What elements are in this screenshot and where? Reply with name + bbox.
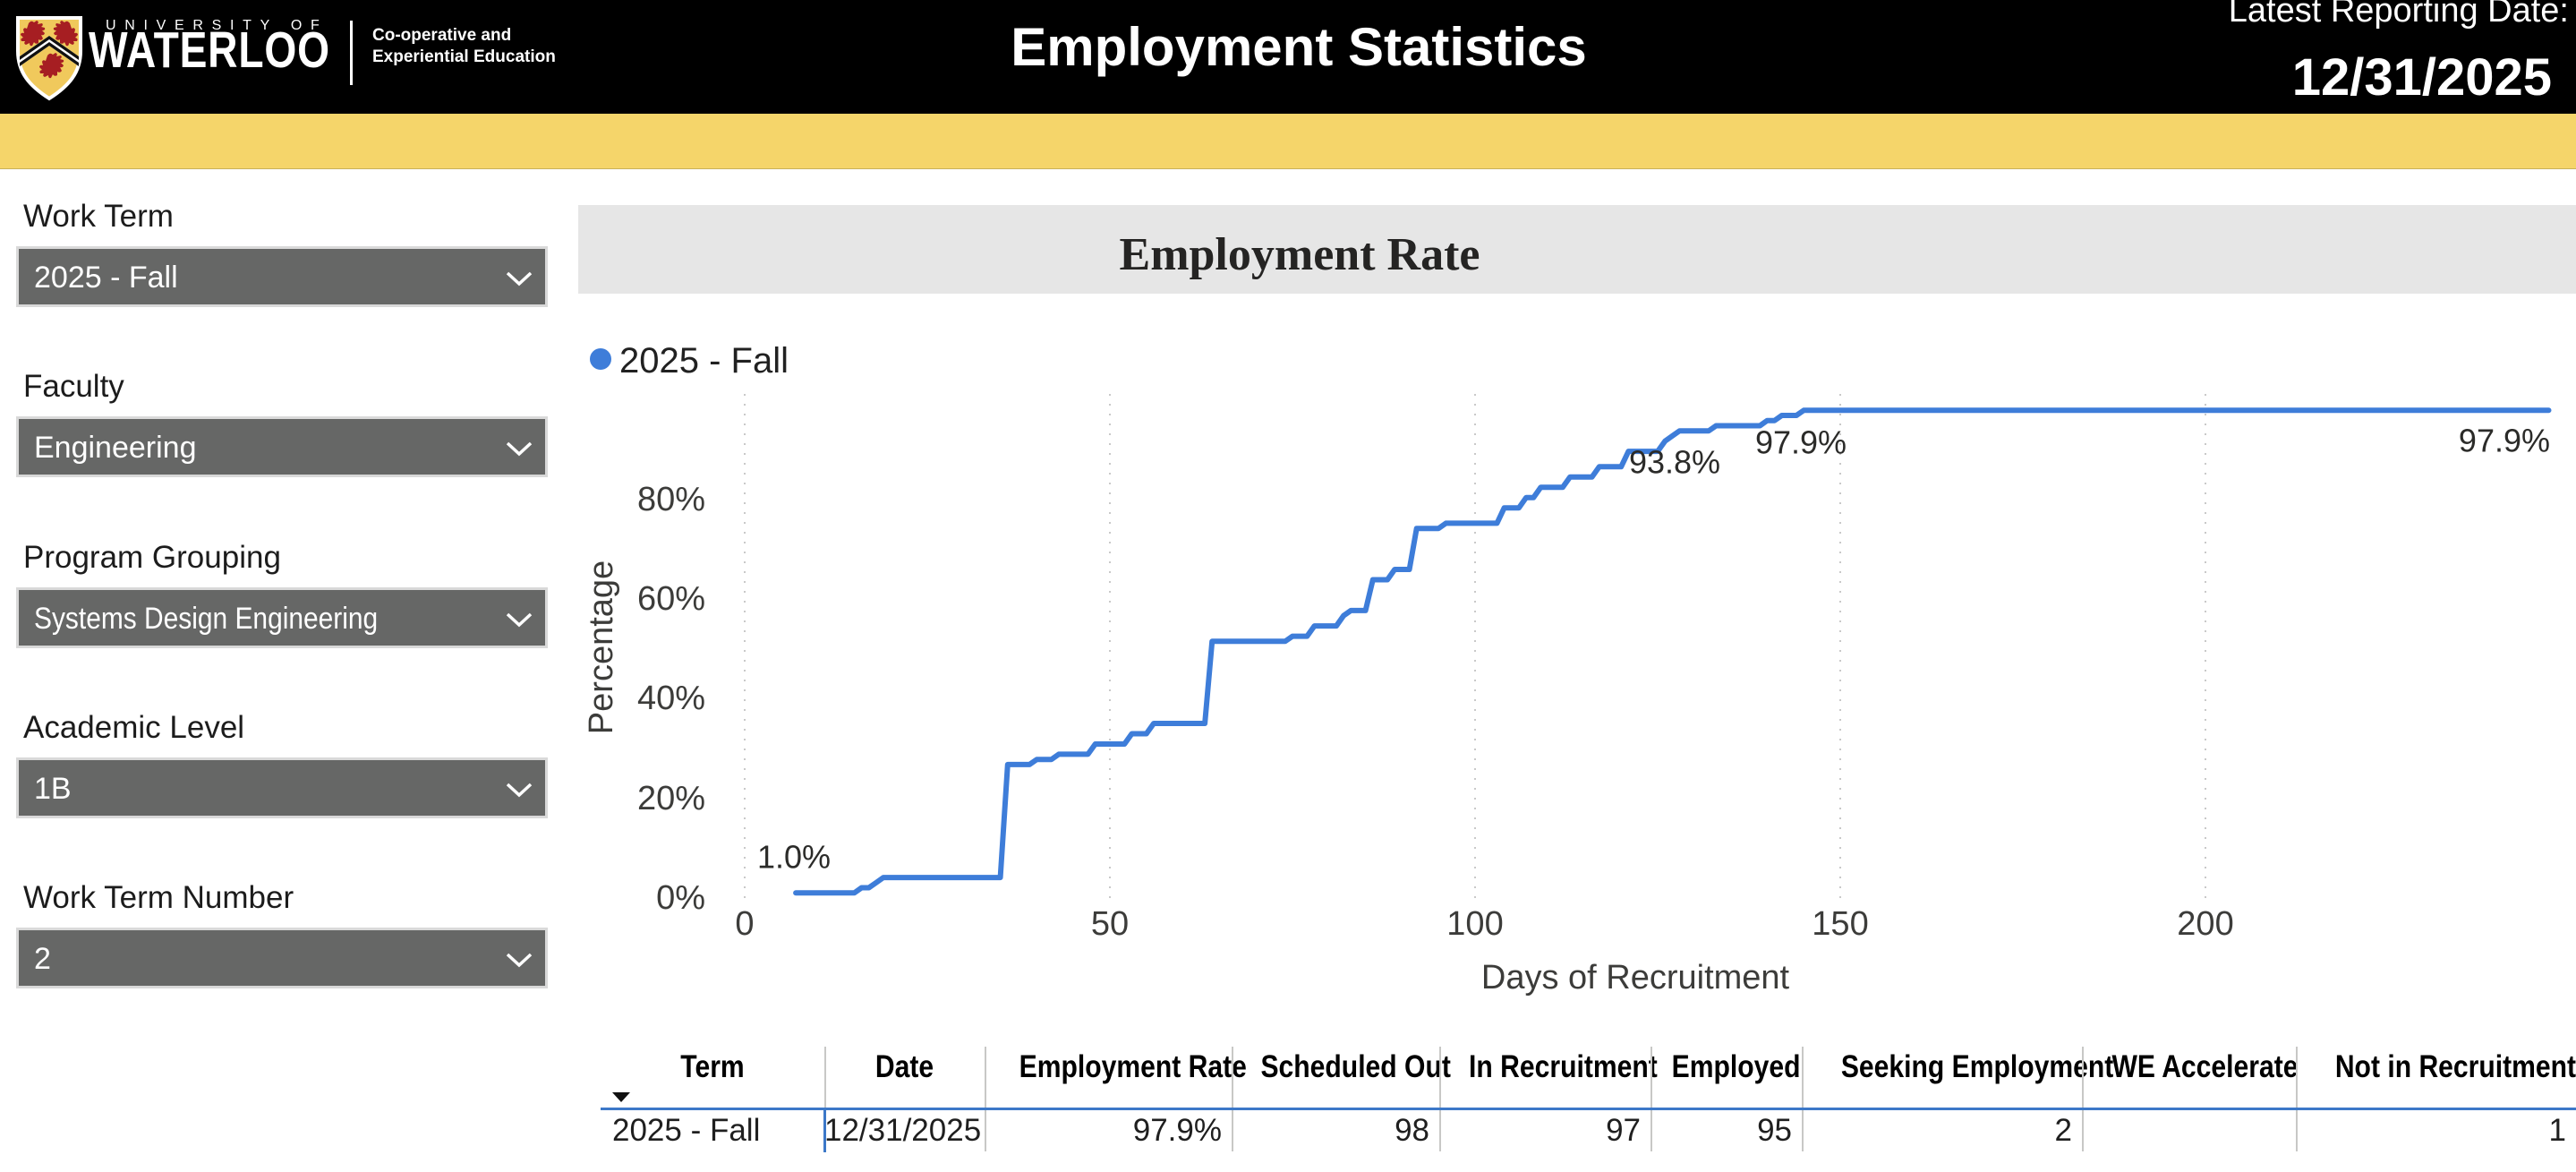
svg-text:50: 50 xyxy=(1091,905,1129,943)
svg-text:0%: 0% xyxy=(656,879,705,917)
svg-text:93.8%: 93.8% xyxy=(1629,444,1720,481)
svg-text:Days of Recruitment: Days of Recruitment xyxy=(1481,959,1790,997)
svg-text:1.0%: 1.0% xyxy=(757,839,831,876)
svg-text:0: 0 xyxy=(735,905,754,943)
svg-text:97.9%: 97.9% xyxy=(2459,423,2550,459)
svg-text:40%: 40% xyxy=(637,680,705,717)
svg-text:80%: 80% xyxy=(637,481,705,518)
svg-text:20%: 20% xyxy=(637,780,705,817)
svg-text:60%: 60% xyxy=(637,580,705,618)
svg-text:200: 200 xyxy=(2177,905,2233,943)
svg-text:97.9%: 97.9% xyxy=(1755,424,1847,461)
svg-text:100: 100 xyxy=(1446,905,1503,943)
svg-text:150: 150 xyxy=(1812,905,1868,943)
svg-text:Percentage: Percentage xyxy=(583,560,620,734)
